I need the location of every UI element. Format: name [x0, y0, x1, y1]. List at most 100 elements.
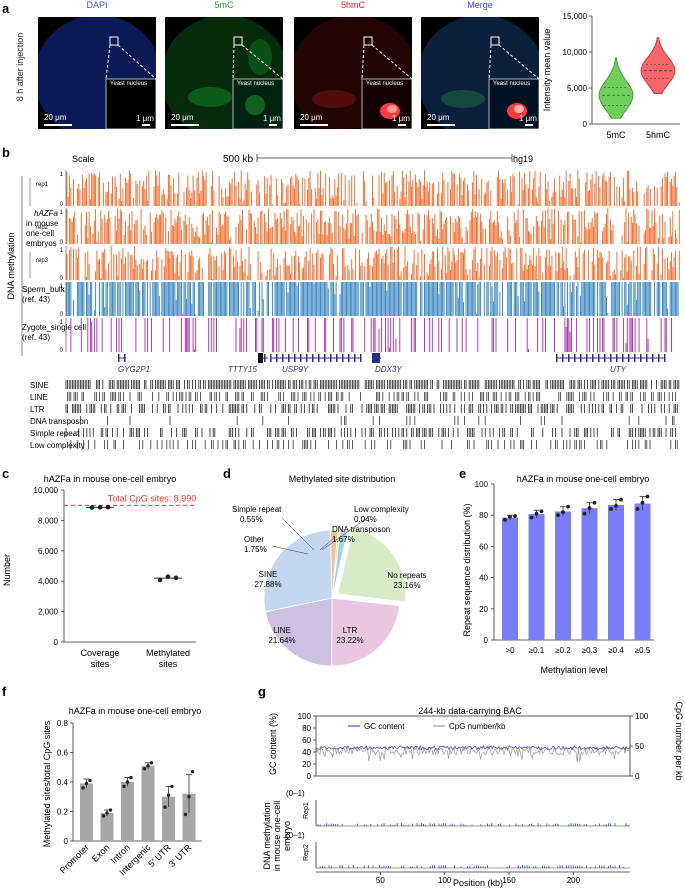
g-ytick-label: 80: [302, 724, 311, 733]
g-xtick-label: 150: [502, 876, 516, 885]
repeat-track-2: [65, 404, 678, 413]
e-point: [503, 517, 507, 522]
rep2-label: Rep2: [303, 844, 310, 861]
gene-exon: [658, 354, 660, 362]
scale-big: 20 μm: [427, 113, 450, 122]
e-ytick-label: 80: [479, 511, 488, 520]
scale-big: 20 μm: [300, 113, 323, 122]
g-xtick-label: 50: [376, 876, 385, 885]
gene-exon: [118, 354, 120, 362]
sperm-label-0: Sperm_bulk: [22, 285, 66, 294]
panel-label-c: c: [2, 466, 10, 481]
chart-f-title: hAZFa in mouse one-cell embryo: [69, 706, 202, 716]
track-signal-1: [66, 208, 680, 244]
gene-exon: [318, 354, 320, 362]
e-point: [582, 511, 587, 516]
scale-small: 1 μm: [136, 114, 154, 123]
scale-bar-small: [142, 124, 150, 126]
chart-g-ylabel: GC content (%): [268, 713, 278, 775]
total-cpg-label: Total CpG sites: 8,990: [108, 493, 197, 503]
chart-c-title: hAZFa in mouse one-cell embryo: [44, 474, 177, 484]
f-point: [122, 784, 126, 789]
gene-ttty15: TTTY15: [228, 365, 257, 374]
chart-g: 244-kb data-carrying BAC GC content (%) …: [262, 701, 684, 888]
violin-cat-1: 5hmC: [646, 130, 671, 140]
chart-e-xlabel: Methylation level: [540, 665, 607, 675]
violin-ytick-label: 15,000: [563, 12, 588, 21]
pie-value-dna: 1.67%: [332, 535, 355, 544]
gene-exon: [276, 354, 278, 362]
gene-block: [372, 353, 380, 363]
e-xtick-label: ≥0.4: [608, 646, 624, 655]
scale-bar-small: [398, 124, 406, 126]
micro-title: 5hmC: [340, 0, 365, 10]
scale-small: 1 μm: [392, 114, 410, 123]
chart-f-ylabel: Methylated sites/total CpG sites: [42, 720, 52, 847]
f-point: [190, 769, 195, 774]
e-point: [556, 513, 560, 518]
gene-exon: [610, 354, 612, 362]
f-ytick-label: 0.8: [57, 719, 69, 728]
pie-slice-sine: [263, 529, 333, 613]
e-ytick-label: 60: [479, 542, 488, 551]
f-point: [149, 761, 154, 765]
f-xtick-label: 3′ UTR: [167, 842, 194, 869]
scale-bar: [427, 124, 455, 126]
gene-exon: [324, 354, 326, 362]
e-xtick-label: ≥0.1: [529, 646, 545, 655]
pie-slice-line: [264, 597, 333, 667]
f-xtick-label: Exon: [90, 842, 112, 864]
chart-e-ylabel: Repeat sequence distribution (%): [462, 503, 472, 636]
repeat-line: LINE: [30, 393, 48, 402]
chart-g-xlabel: Position (kb): [453, 878, 503, 888]
e-xtick-label: ≥0.3: [582, 646, 598, 655]
repeat-low: Low complexity: [30, 441, 85, 450]
e-point: [645, 494, 650, 499]
gene-uty: UTY: [610, 365, 627, 374]
gene-exon: [652, 354, 654, 362]
range-label-1: (0–1): [286, 789, 305, 798]
f-bar: [121, 782, 134, 841]
gene-usp9y: USP9Y: [282, 365, 309, 374]
gene-exon: [622, 354, 624, 362]
repeat-sine: SINE: [30, 381, 49, 390]
c-cat-label: sites: [91, 659, 110, 669]
violin-chart: Intensity mean value 05,00010,00015,000 …: [542, 12, 680, 140]
micro-merge: Merge Yeast nucleus 20 μm 1 μm: [421, 0, 539, 129]
row-label-a: 8 h after injection: [15, 32, 25, 102]
chart-e: hAZFa in mouse one-cell embryo Repeat se…: [462, 474, 654, 675]
f-ytick-label: 0.6: [57, 749, 69, 758]
sperm-label-1: (ref. 43): [22, 295, 50, 304]
f-point: [101, 814, 106, 818]
gene-exon: [574, 354, 576, 362]
chart-g-lower-0: DNA methylation: [262, 802, 272, 869]
e-bar: [502, 517, 518, 640]
track-rep1: rep1: [36, 182, 49, 188]
chart-g-lower-2: embryo: [282, 821, 292, 851]
micro-title: Merge: [467, 0, 493, 10]
micro-5mc: 5mC Yeast nucleus 20 μm 1 μm: [165, 0, 283, 129]
pie-label-simple: Simple repeat: [232, 505, 282, 514]
chart-d-title: Methylated site distribution: [289, 474, 396, 484]
group-label-1: in mouse: [26, 219, 59, 228]
scale-small: 1 μm: [263, 114, 281, 123]
pie-value-simple: 0.55%: [240, 515, 263, 524]
e-ytick-label: 40: [479, 574, 488, 583]
track-axis-bottom: 0: [60, 312, 64, 318]
gene-exon: [562, 354, 564, 362]
repeat-track-0: [65, 380, 680, 389]
e-point: [529, 515, 534, 520]
repeat-track-5: [70, 440, 678, 449]
c-ytick-label: 10,000: [34, 486, 59, 495]
f-point: [170, 784, 174, 789]
pie-label-ltr: LTR: [343, 626, 358, 635]
c-cat-label: sites: [159, 659, 178, 669]
chart-d: Methylated site distribution Simple repe…: [232, 474, 427, 667]
gene-exon: [568, 354, 570, 362]
f-bar: [100, 812, 114, 841]
chart-f: hAZFa in mouse one-cell embryo Methylate…: [42, 706, 202, 877]
g-series-gc: [315, 745, 631, 751]
scale-bar: [300, 124, 328, 126]
e-point: [561, 510, 565, 514]
e-point: [534, 511, 539, 516]
